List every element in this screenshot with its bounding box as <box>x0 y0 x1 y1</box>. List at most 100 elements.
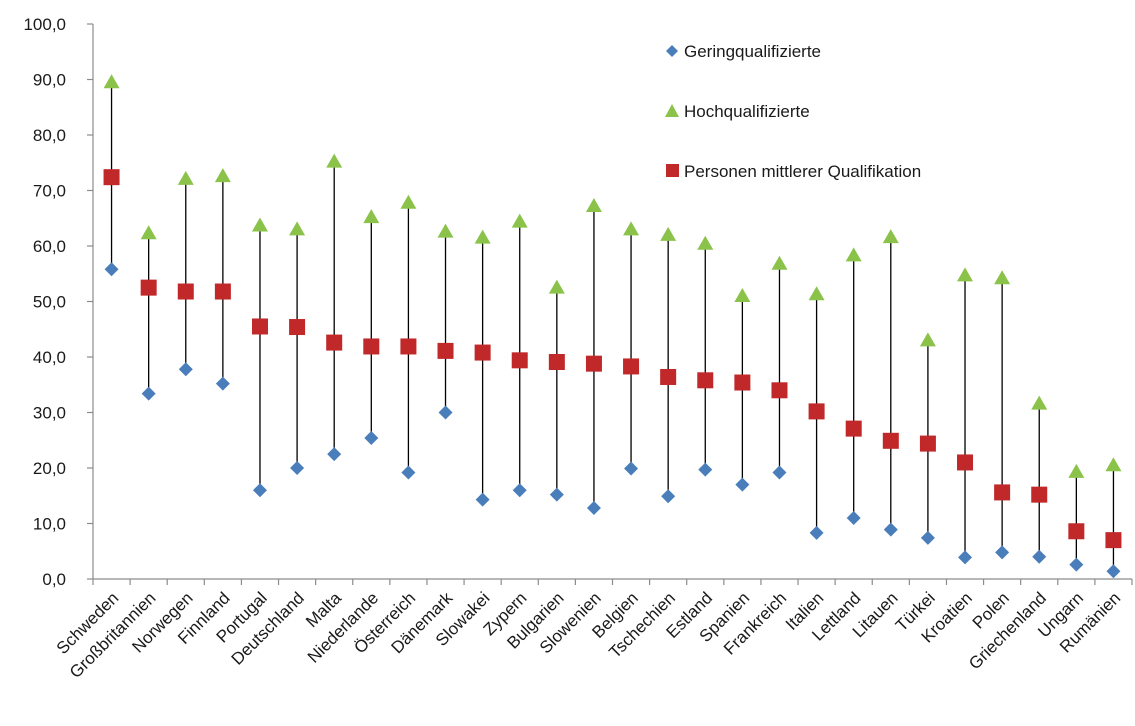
point-mittlere-qualifikation <box>585 355 602 372</box>
point-hochqualifizierte <box>882 229 899 244</box>
y-tick-label: 60,0 <box>33 237 66 256</box>
point-geringqualifizierte <box>883 522 898 537</box>
legend-item-hochqualifizierte: Hochqualifizierte <box>665 102 810 121</box>
point-mittlere-qualifikation <box>103 169 120 186</box>
y-tick-label: 0,0 <box>42 570 66 589</box>
y-tick-label: 90,0 <box>33 71 66 90</box>
point-mittlere-qualifikation <box>326 334 343 351</box>
markers <box>103 74 1122 579</box>
point-mittlere-qualifikation <box>1031 486 1048 503</box>
y-tick-label: 70,0 <box>33 182 66 201</box>
point-geringqualifizierte <box>661 489 676 504</box>
y-tick-label: 100,0 <box>23 15 66 34</box>
point-geringqualifizierte <box>958 550 973 565</box>
y-tick-label: 40,0 <box>33 348 66 367</box>
point-hochqualifizierte <box>1031 395 1048 410</box>
point-mittlere-qualifikation <box>919 435 936 452</box>
point-hochqualifizierte <box>251 217 268 232</box>
point-hochqualifizierte <box>400 194 417 209</box>
point-mittlere-qualifikation <box>140 279 157 296</box>
point-geringqualifizierte <box>1069 557 1084 572</box>
point-geringqualifizierte <box>252 483 267 498</box>
point-mittlere-qualifikation <box>697 372 714 389</box>
point-mittlere-qualifikation <box>845 420 862 437</box>
legend-item-geringqualifizierte: Geringqualifizierte <box>666 42 821 61</box>
point-mittlere-qualifikation <box>734 374 751 391</box>
point-geringqualifizierte <box>290 461 305 475</box>
y-tick-label: 50,0 <box>33 293 66 312</box>
point-hochqualifizierte <box>140 225 157 240</box>
point-hochqualifizierte <box>289 221 306 236</box>
point-mittlere-qualifikation <box>363 338 380 355</box>
point-geringqualifizierte <box>215 376 230 391</box>
point-mittlere-qualifikation <box>214 283 231 300</box>
point-geringqualifizierte <box>920 530 935 545</box>
point-hochqualifizierte <box>808 286 825 301</box>
point-hochqualifizierte <box>623 221 640 236</box>
point-geringqualifizierte <box>995 545 1010 560</box>
legend-diamond-icon <box>666 45 678 57</box>
legend-label: Geringqualifizierte <box>684 42 821 61</box>
point-hochqualifizierte <box>919 332 936 347</box>
point-hochqualifizierte <box>437 223 454 238</box>
y-tick-label: 80,0 <box>33 126 66 145</box>
legend-square-icon <box>666 164 679 177</box>
point-hochqualifizierte <box>548 279 565 294</box>
point-mittlere-qualifikation <box>1105 532 1122 549</box>
legend-label: Personen mittlerer Qualifikation <box>684 162 921 181</box>
point-geringqualifizierte <box>772 465 787 480</box>
point-mittlere-qualifikation <box>437 342 454 359</box>
point-geringqualifizierte <box>549 487 564 502</box>
range-lines <box>110 82 1115 572</box>
point-geringqualifizierte <box>512 483 527 498</box>
point-geringqualifizierte <box>141 386 156 401</box>
y-tick-labels: 0,0 10,0 20,0 30,0 40,0 50,0 60,0 70,0 80,0 90,0 1… <box>23 15 66 589</box>
legend: Geringqualifizierte Hochqualifizierte Pe… <box>665 42 921 181</box>
point-mittlere-qualifikation <box>623 358 640 375</box>
point-hochqualifizierte <box>734 287 751 302</box>
point-mittlere-qualifikation <box>548 353 565 370</box>
point-hochqualifizierte <box>697 235 714 250</box>
point-geringqualifizierte <box>401 465 416 480</box>
point-hochqualifizierte <box>1068 463 1085 478</box>
point-geringqualifizierte <box>698 462 713 477</box>
point-geringqualifizierte <box>327 447 342 462</box>
point-hochqualifizierte <box>1105 457 1122 472</box>
point-hochqualifizierte <box>103 74 120 89</box>
point-geringqualifizierte <box>104 262 119 277</box>
point-mittlere-qualifikation <box>994 484 1011 501</box>
point-hochqualifizierte <box>957 267 974 282</box>
point-mittlere-qualifikation <box>400 338 417 355</box>
point-mittlere-qualifikation <box>177 283 194 300</box>
point-geringqualifizierte <box>809 525 824 540</box>
point-geringqualifizierte <box>846 510 861 525</box>
point-hochqualifizierte <box>585 198 602 213</box>
point-geringqualifizierte <box>364 431 379 446</box>
y-tick-label: 30,0 <box>33 404 66 423</box>
point-mittlere-qualifikation <box>771 382 788 399</box>
point-geringqualifizierte <box>438 405 453 420</box>
legend-triangle-icon <box>665 104 679 117</box>
point-mittlere-qualifikation <box>1068 523 1085 540</box>
point-geringqualifizierte <box>1032 549 1047 564</box>
y-tick-label: 20,0 <box>33 459 66 478</box>
point-hochqualifizierte <box>474 229 491 244</box>
point-geringqualifizierte <box>586 500 601 515</box>
y-tick-label: 10,0 <box>33 515 66 534</box>
point-geringqualifizierte <box>178 362 193 377</box>
point-geringqualifizierte <box>475 492 490 507</box>
point-hochqualifizierte <box>511 213 528 228</box>
point-hochqualifizierte <box>771 255 788 270</box>
point-hochqualifizierte <box>326 153 343 168</box>
point-mittlere-qualifikation <box>289 319 306 336</box>
category-labels: SchwedenGroßbritannienNorwegenFinnlandPo… <box>53 588 1124 682</box>
legend-item-mittlere-qualifikation: Personen mittlerer Qualifikation <box>666 162 921 181</box>
legend-label: Hochqualifizierte <box>684 102 810 121</box>
point-hochqualifizierte <box>660 226 677 241</box>
point-mittlere-qualifikation <box>808 403 825 420</box>
point-geringqualifizierte <box>624 461 639 476</box>
point-hochqualifizierte <box>177 170 194 185</box>
point-mittlere-qualifikation <box>882 432 899 449</box>
point-hochqualifizierte <box>845 247 862 262</box>
